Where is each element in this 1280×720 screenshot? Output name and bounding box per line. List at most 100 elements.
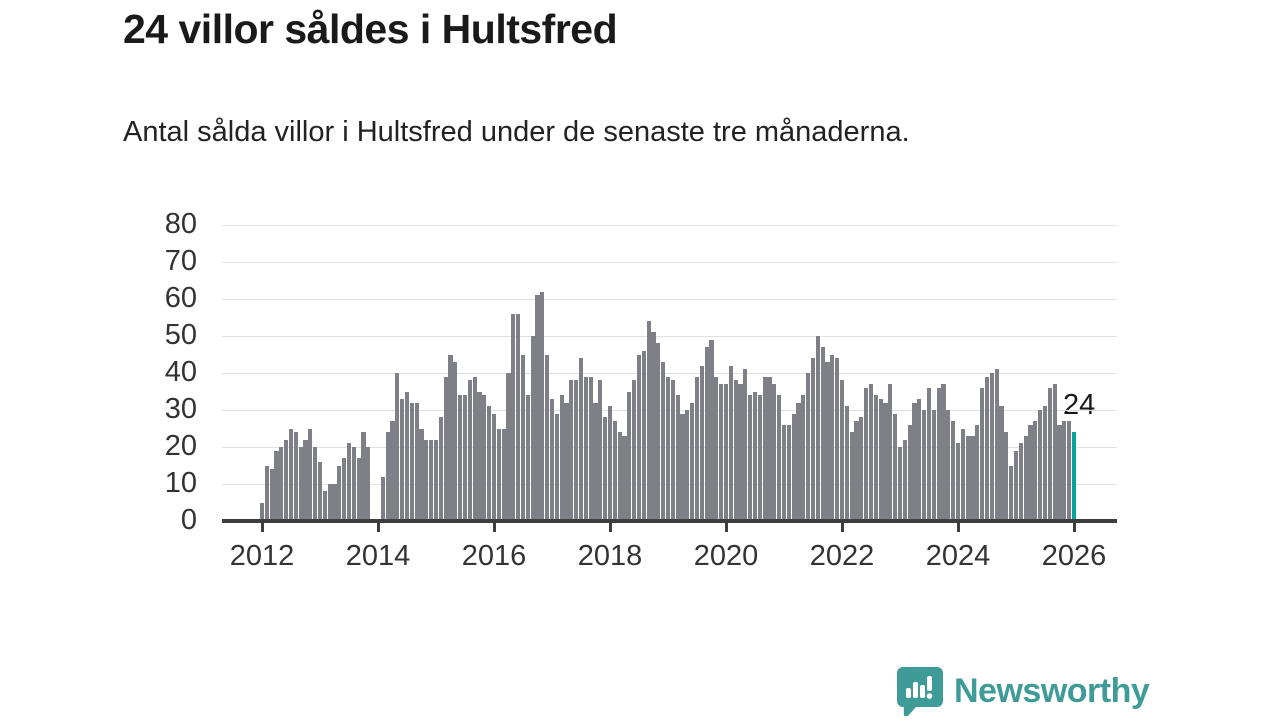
bar: [284, 439, 289, 521]
x-axis-tick-label: 2014: [345, 540, 411, 572]
bar: [970, 435, 975, 521]
bar: [656, 343, 661, 521]
gridline: [222, 336, 1117, 337]
bar: [830, 354, 835, 521]
bar: [482, 395, 487, 521]
bar: [322, 491, 327, 521]
bar: [1018, 443, 1023, 521]
bar: [603, 417, 608, 521]
bar: [477, 391, 482, 521]
bar: [535, 295, 540, 521]
bar: [583, 376, 588, 521]
bar: [390, 421, 395, 521]
bar: [762, 376, 767, 521]
bar: [975, 424, 980, 521]
bar: [704, 347, 709, 521]
x-axis-tick: [492, 523, 496, 532]
bar: [409, 402, 414, 521]
y-axis-tick-label: 20: [164, 430, 197, 462]
bar: [1023, 435, 1028, 521]
bar: [607, 406, 613, 521]
y-axis-tick-label: 50: [164, 319, 197, 351]
x-axis-tick-label: 2024: [925, 540, 991, 572]
bar: [699, 365, 704, 521]
bar: [293, 432, 298, 521]
bar: [588, 376, 593, 521]
bar: [806, 373, 811, 521]
bar: [897, 447, 903, 521]
bar: [540, 291, 545, 521]
bar: [419, 428, 424, 521]
bar: [453, 361, 458, 521]
bar: [999, 406, 1004, 521]
bar: [786, 424, 791, 521]
x-axis-tick: [956, 523, 960, 532]
bar: [317, 461, 323, 521]
bar: [274, 450, 279, 521]
bar: [907, 424, 912, 521]
bar: [327, 484, 332, 521]
bar: [520, 354, 526, 521]
bar: [849, 432, 854, 521]
bar: [448, 354, 453, 521]
bar: [559, 395, 564, 521]
bar: [627, 391, 632, 521]
bar: [458, 395, 463, 521]
bar: [429, 439, 434, 521]
bar: [1052, 384, 1057, 521]
bar: [342, 458, 347, 521]
gridline: [222, 299, 1117, 300]
bar: [337, 465, 342, 521]
x-axis-tick: [724, 523, 728, 532]
bar: [298, 447, 303, 521]
bar: [487, 406, 492, 521]
bar: [564, 402, 569, 521]
bar: [1057, 424, 1062, 521]
bar: [404, 391, 410, 521]
bar: [467, 380, 472, 521]
bar: [984, 376, 990, 521]
bar: [617, 432, 622, 521]
bar: [922, 410, 927, 521]
bar: [951, 421, 956, 521]
bar: [438, 417, 443, 521]
bar: [791, 413, 796, 521]
bar: [632, 380, 637, 521]
bar: [578, 358, 584, 521]
bar: [989, 373, 994, 521]
last-value-label: 24: [1063, 389, 1096, 421]
bar: [931, 410, 936, 521]
newsworthy-logo-icon: [897, 667, 943, 716]
x-axis-tick: [840, 523, 844, 532]
bar: [1028, 424, 1033, 521]
chart-title: 24 villor såldes i Hultsfred: [123, 6, 618, 52]
bar: [728, 365, 733, 521]
bar: [308, 428, 313, 521]
gridline: [222, 373, 1117, 374]
bar: [549, 398, 555, 521]
bar: [936, 387, 941, 521]
bar: [926, 387, 932, 521]
bar: [680, 413, 685, 521]
bar: [554, 413, 559, 521]
bar-highlighted-latest: [1071, 432, 1077, 521]
bar: [491, 413, 497, 521]
bar: [994, 369, 999, 521]
bar: [259, 502, 265, 521]
x-axis-tick-label: 2012: [229, 540, 295, 572]
bar: [1004, 432, 1009, 521]
bar: [569, 380, 574, 521]
gridline: [222, 225, 1117, 226]
x-axis-tick-label: 2018: [577, 540, 643, 572]
bar: [757, 395, 762, 521]
bar: [1062, 421, 1067, 521]
bar: [723, 384, 729, 521]
bar: [955, 443, 961, 521]
x-axis-tick: [608, 523, 612, 532]
bar: [868, 384, 874, 521]
bar: [622, 435, 627, 521]
bar: [917, 398, 922, 521]
bar: [414, 402, 419, 521]
bar: [1042, 406, 1048, 521]
